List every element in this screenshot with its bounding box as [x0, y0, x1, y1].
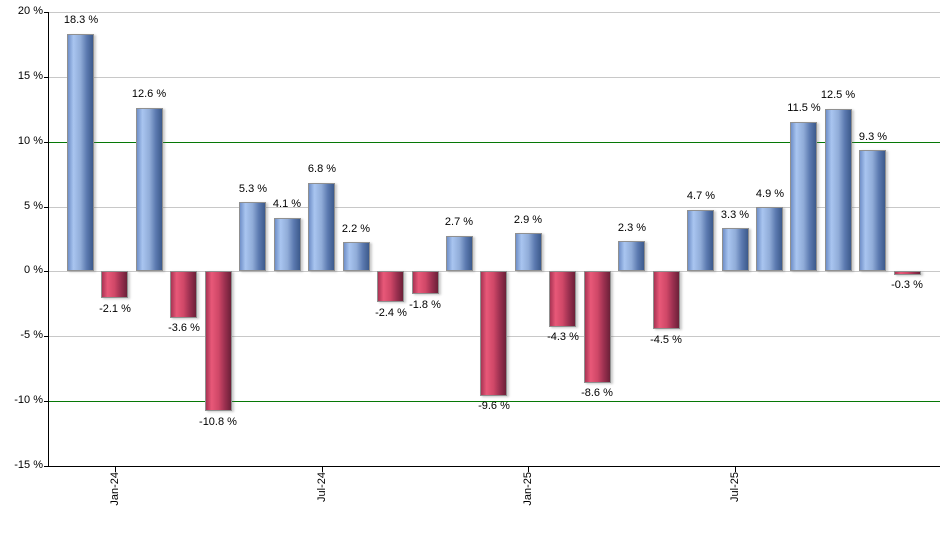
bar-value-label-Jun-24: 4.1 % [272, 198, 302, 210]
bar-Jun-24 [274, 218, 301, 271]
y-axis-tick-15 [44, 77, 48, 78]
y-axis-label-5: 5 % [24, 200, 43, 212]
y-axis-label--5: -5 % [20, 329, 43, 341]
threshold-line--10pct [48, 401, 940, 402]
bar-Nov-25 [859, 150, 886, 271]
y-axis-label-10: 10 % [17, 135, 43, 147]
y-axis-tick-10 [44, 142, 48, 143]
bar-Dec-24 [480, 271, 507, 396]
bar-value-label-May-25: -4.5 % [650, 334, 682, 346]
gridline-20pct [48, 12, 940, 13]
y-axis-tick-5 [44, 207, 48, 208]
y-axis-tick--15 [44, 466, 48, 467]
bar-value-label-Mar-25: -8.6 % [581, 387, 613, 399]
bar-Jan-24 [101, 271, 128, 298]
threshold-line-10pct [48, 142, 940, 143]
bar-value-label-Jul-24: 6.8 % [307, 163, 337, 175]
bar-value-label-Jan-25: 2.9 % [513, 214, 543, 226]
x-axis-label-Jan-24: Jan-24 [109, 472, 121, 506]
bar-value-label-Jan-24: -2.1 % [99, 303, 131, 315]
bar-value-label-Jul-25: 3.3 % [720, 209, 750, 221]
bar-Nov-24 [446, 236, 473, 271]
bar-Aug-25 [756, 207, 783, 271]
bar-value-label-Nov-25: 9.3 % [858, 131, 888, 143]
bar-value-label-Mar-24: -3.6 % [168, 322, 200, 334]
bar-Feb-24 [136, 108, 163, 271]
bar-value-label-Dec-23: 18.3 % [63, 14, 99, 26]
bar-Oct-25 [825, 109, 852, 271]
bar-value-label-Dec-24: -9.6 % [478, 400, 510, 412]
gridline-5pct [48, 207, 940, 208]
bar-value-label-Nov-24: 2.7 % [444, 216, 474, 228]
y-axis-tick-0 [44, 271, 48, 272]
y-axis-label--10: -10 % [14, 394, 43, 406]
bar-May-24 [239, 202, 266, 271]
bar-value-label-May-24: 5.3 % [238, 183, 268, 195]
y-axis-label-15: 15 % [17, 70, 43, 82]
x-axis-tick-Jan-24 [115, 467, 116, 472]
bar-value-label-Dec-25: -0.3 % [891, 279, 923, 291]
bar-May-25 [653, 271, 680, 329]
bar-Jun-25 [687, 210, 714, 271]
x-axis-label-Jan-25: Jan-25 [522, 472, 534, 506]
y-axis-label-0: 0 % [24, 264, 43, 276]
y-axis-tick--5 [44, 336, 48, 337]
bar-Aug-24 [343, 242, 370, 271]
bar-value-label-Sep-25: 11.5 % [787, 102, 821, 114]
x-axis-tick-Jul-24 [322, 467, 323, 472]
bar-value-label-Jun-25: 4.7 % [686, 190, 716, 202]
bar-Jan-25 [515, 233, 542, 271]
y-axis-label-20: 20 % [17, 5, 43, 17]
bar-Apr-24 [205, 271, 232, 411]
bar-Oct-24 [412, 271, 439, 294]
y-axis-tick--10 [44, 401, 48, 402]
y-axis-label--15: -15 % [14, 459, 43, 471]
x-axis-tick-Jul-25 [735, 467, 736, 472]
bar-Jul-25 [722, 228, 749, 271]
bar-value-label-Feb-24: 12.6 % [131, 88, 167, 100]
x-axis-label-Jul-24: Jul-24 [316, 472, 328, 502]
bar-Dec-23 [67, 34, 94, 271]
bar-Jul-24 [308, 183, 335, 271]
bar-value-label-Oct-24: -1.8 % [409, 299, 441, 311]
bar-value-label-Aug-24: 2.2 % [341, 223, 371, 235]
y-axis-line [48, 12, 49, 466]
gridline-15pct [48, 77, 940, 78]
bar-value-label-Apr-25: 2.3 % [617, 222, 647, 234]
bar-value-label-Apr-24: -10.8 % [199, 416, 237, 428]
bar-Dec-25 [894, 271, 921, 275]
bar-value-label-Feb-25: -4.3 % [547, 331, 579, 343]
x-axis-line [48, 466, 940, 467]
bar-Apr-25 [618, 241, 645, 271]
x-axis-label-Jul-25: Jul-25 [729, 472, 741, 502]
x-axis-tick-Jan-25 [528, 467, 529, 472]
bar-value-label-Oct-25: 12.5 % [820, 89, 856, 101]
bar-Sep-24 [377, 271, 404, 302]
y-axis-tick-20 [44, 12, 48, 13]
bar-Mar-24 [170, 271, 197, 318]
bar-Mar-25 [584, 271, 611, 383]
bar-Sep-25 [790, 122, 817, 271]
bar-value-label-Aug-25: 4.9 % [755, 188, 785, 200]
bar-Feb-25 [549, 271, 576, 327]
bar-value-label-Sep-24: -2.4 % [375, 307, 407, 319]
